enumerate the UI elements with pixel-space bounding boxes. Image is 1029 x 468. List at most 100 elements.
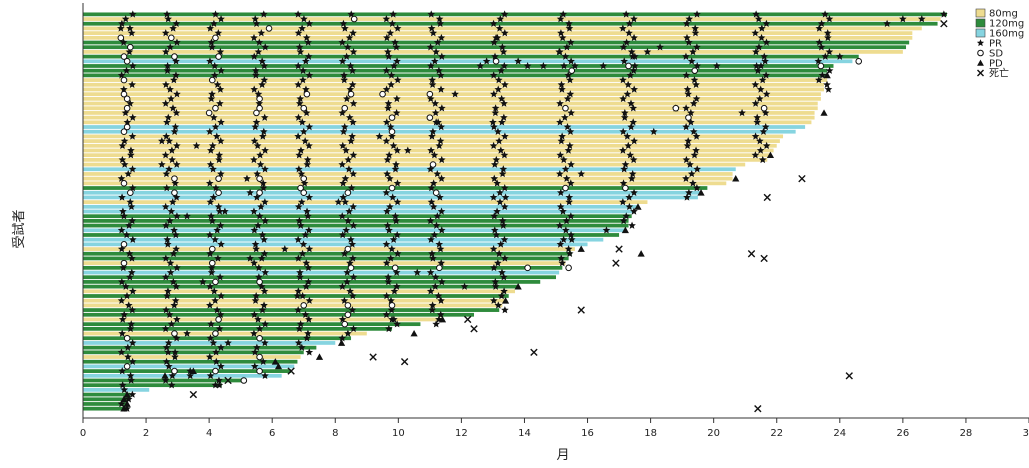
x-tick-label: 4 [206, 428, 212, 439]
pr-marker [128, 306, 137, 314]
pr-marker [303, 334, 311, 342]
pr-marker [494, 259, 502, 267]
pr-marker [683, 85, 692, 93]
legend-label: 120mg [989, 19, 1024, 30]
pr-marker [564, 146, 573, 154]
pr-marker [296, 94, 305, 103]
pr-marker [686, 160, 694, 168]
sd-marker [344, 302, 352, 309]
pr-marker [208, 90, 216, 98]
pr-marker [254, 221, 262, 229]
sd-marker [426, 114, 434, 121]
pr-marker [210, 287, 219, 295]
pr-marker [124, 353, 132, 361]
pr-marker [255, 324, 264, 333]
pr-marker [817, 43, 826, 51]
pr-marker [205, 353, 214, 361]
pr-marker [682, 174, 690, 182]
pd-marker [621, 226, 629, 234]
pr-marker [183, 212, 191, 220]
sd-marker [240, 377, 248, 384]
pr-marker [345, 113, 354, 121]
pr-marker [388, 193, 397, 201]
pr-marker [163, 10, 171, 18]
sd-marker [256, 367, 263, 375]
pr-marker [173, 212, 181, 220]
pr-marker [119, 207, 127, 215]
pr-marker [562, 226, 570, 234]
pr-marker [426, 43, 435, 51]
pr-marker [171, 353, 179, 361]
death-marker-stroke [763, 193, 771, 202]
pr-marker [619, 43, 628, 51]
pr-marker [382, 310, 391, 319]
pr-marker [215, 376, 223, 384]
pr-marker [120, 85, 128, 93]
pr-marker [426, 268, 435, 276]
pr-marker [393, 198, 402, 206]
pr-marker [168, 198, 177, 206]
pr-marker [622, 38, 631, 46]
pr-marker [125, 249, 134, 257]
pr-marker [649, 127, 658, 135]
pr-marker [428, 301, 437, 309]
pr-marker [630, 33, 638, 42]
subject-bar [83, 373, 282, 378]
pr-marker [756, 137, 764, 145]
subject-bar [83, 326, 393, 331]
pr-marker [824, 85, 833, 93]
pr-marker [500, 99, 508, 107]
pr-marker [260, 76, 269, 84]
pr-marker [303, 155, 312, 164]
death-marker [470, 325, 478, 333]
pr-marker [761, 108, 770, 117]
x-tick-label: 22 [770, 428, 783, 439]
pr-marker [751, 99, 760, 107]
pr-marker [349, 169, 358, 178]
pr-marker [212, 348, 220, 356]
pr-marker [339, 179, 347, 187]
x-tick-label: 14 [518, 428, 531, 439]
pr-marker [435, 15, 444, 23]
pr-marker [382, 85, 391, 93]
pd-marker [501, 297, 510, 304]
pr-marker [432, 221, 441, 229]
pr-marker [489, 71, 498, 79]
pr-marker [426, 94, 435, 103]
pr-marker [392, 268, 401, 276]
pr-marker [384, 47, 392, 56]
pr-marker [252, 291, 260, 300]
death-marker-stroke [940, 20, 948, 28]
pr-marker [119, 263, 128, 272]
pr-marker [305, 19, 314, 27]
pr-marker [126, 371, 135, 380]
pr-marker [392, 43, 401, 51]
pr-marker [629, 104, 638, 112]
pr-marker [347, 10, 356, 18]
pr-marker [209, 338, 218, 347]
pr-marker [389, 10, 397, 18]
pr-marker [161, 151, 170, 159]
pr-marker [564, 245, 573, 253]
pr-marker [296, 221, 305, 229]
death-marker [615, 245, 623, 253]
pr-marker [158, 137, 166, 145]
pr-marker [293, 291, 302, 300]
sd-marker [303, 90, 311, 98]
pr-marker [207, 320, 215, 328]
sd-marker [388, 114, 396, 121]
pr-marker [300, 179, 309, 187]
pr-marker [490, 263, 498, 272]
subject-bar [83, 392, 131, 397]
pr-marker [127, 202, 136, 211]
pr-marker [168, 155, 176, 164]
pr-marker [489, 245, 498, 253]
pd-marker [189, 367, 197, 374]
sd-marker [300, 189, 308, 197]
pr-marker [501, 306, 509, 314]
x-tick-label: 8 [332, 428, 338, 439]
pr-marker [166, 85, 174, 93]
sd-marker [123, 334, 131, 342]
pr-marker [217, 118, 225, 126]
pr-marker [389, 141, 398, 150]
